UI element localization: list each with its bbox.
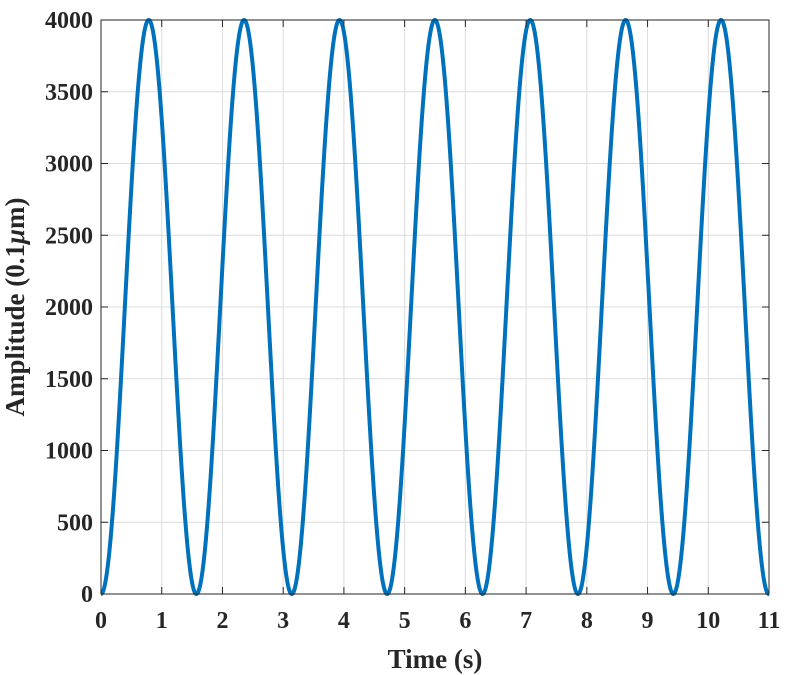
y-tick-label: 2000 [45, 295, 93, 321]
y-tick-label: 1500 [45, 367, 93, 393]
x-tick-label: 9 [642, 608, 654, 634]
y-tick-label: 500 [57, 510, 93, 536]
x-tick-label: 1 [156, 608, 168, 634]
x-tick-labels: 0 1 2 3 4 5 6 7 8 9 10 11 [95, 608, 780, 634]
x-tick-label: 0 [95, 608, 107, 634]
y-axis-title-rest: m) [0, 197, 30, 228]
x-tick-label: 3 [277, 608, 289, 634]
x-tick-label: 6 [459, 608, 471, 634]
y-tick-label: 2500 [45, 223, 93, 249]
y-tick-labels: 0 500 1000 1500 2000 2500 3000 3500 4000 [45, 8, 93, 608]
y-tick-label: 0 [81, 582, 93, 608]
x-tick-label: 2 [216, 608, 228, 634]
grid-lines [101, 20, 769, 594]
x-tick-label: 11 [758, 608, 781, 634]
y-axis-title-greek: μ [0, 229, 30, 246]
x-tick-label: 5 [399, 608, 411, 634]
y-tick-label: 3000 [45, 152, 93, 178]
x-tick-label: 10 [696, 608, 720, 634]
y-axis-title: Amplitude (0.1μm) [0, 197, 30, 416]
y-axis-title-main: Amplitude (0.1 [0, 244, 30, 417]
tick-marks [100, 19, 770, 595]
y-tick-label: 4000 [45, 8, 93, 34]
y-tick-label: 1000 [45, 439, 93, 465]
x-tick-label: 8 [581, 608, 593, 634]
x-tick-label: 4 [338, 608, 350, 634]
y-tick-label: 3500 [45, 80, 93, 106]
x-axis-title: Time (s) [388, 644, 483, 674]
x-tick-label: 7 [520, 608, 532, 634]
